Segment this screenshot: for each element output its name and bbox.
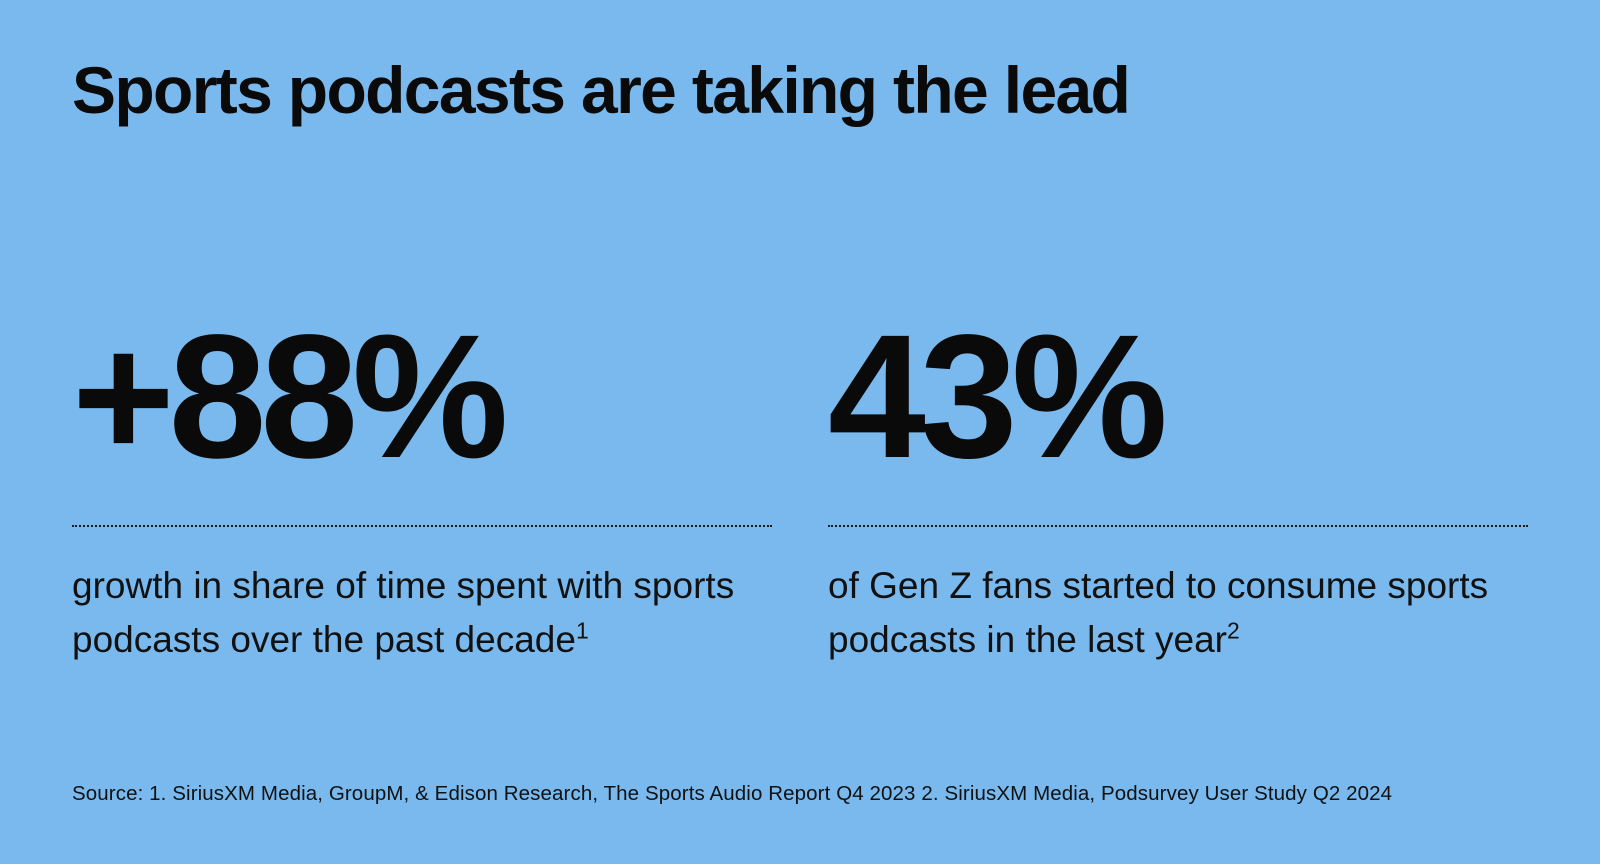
source-citation: Source: 1. SiriusXM Media, GroupM, & Edi… bbox=[72, 782, 1393, 805]
footnote-reference: 1 bbox=[575, 617, 589, 644]
stat-description-growth: growth in share of time spent with sport… bbox=[72, 559, 762, 666]
stat-value-genz: 43% bbox=[828, 299, 1168, 496]
stat-description-genz: of Gen Z fans started to consume sports … bbox=[828, 559, 1518, 666]
stat-block-podcast-growth: +88% growth in share of time spent with … bbox=[72, 275, 772, 666]
stat-block-genz-fans: 43% of Gen Z fans started to consume spo… bbox=[828, 275, 1528, 666]
dotted-divider bbox=[72, 525, 772, 528]
stat-value-growth: +88% bbox=[72, 299, 509, 496]
stats-row: +88% growth in share of time spent with … bbox=[72, 275, 1528, 666]
stat-description-text: of Gen Z fans started to consume sports … bbox=[828, 565, 1489, 660]
page-title: Sports podcasts are taking the lead bbox=[72, 53, 1131, 127]
stat-description-text: growth in share of time spent with sport… bbox=[72, 565, 735, 660]
footnote-reference: 2 bbox=[1227, 617, 1240, 644]
dotted-divider bbox=[828, 525, 1528, 528]
